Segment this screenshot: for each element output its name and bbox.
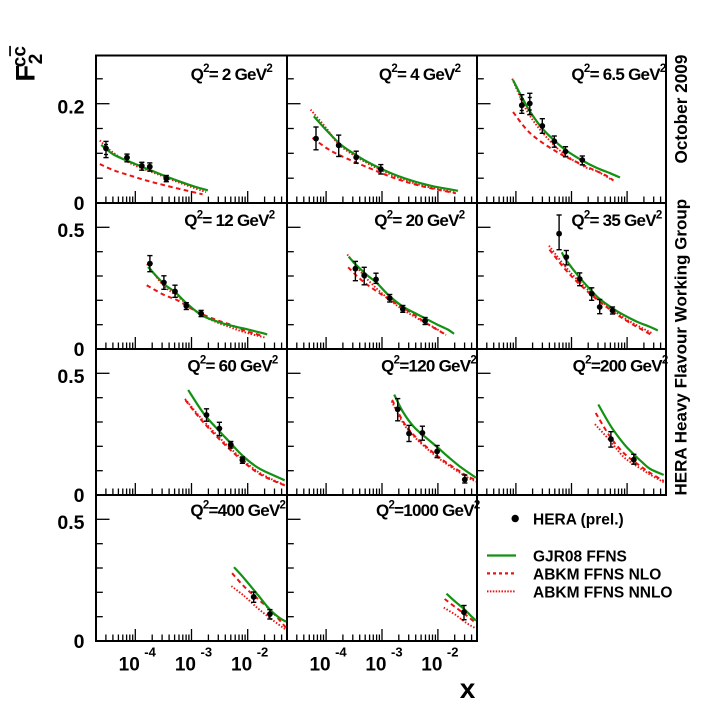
- svg-text:x: x: [460, 673, 476, 704]
- svg-text:Q2=200 GeV2: Q2=200 GeV2: [573, 355, 668, 376]
- svg-text:Q2= 2 GeV2: Q2= 2 GeV2: [191, 63, 273, 84]
- svg-text:Q2= 35 GeV2: Q2= 35 GeV2: [571, 209, 661, 230]
- svg-text:Q2= 12 GeV2: Q2= 12 GeV2: [184, 209, 274, 230]
- svg-text:HERA Heavy Flavour Working Gro: HERA Heavy Flavour Working Group: [672, 199, 691, 496]
- svg-text:-2: -2: [447, 644, 459, 659]
- svg-text:Q2=120 GeV2: Q2=120 GeV2: [381, 355, 476, 376]
- svg-text:10: 10: [119, 655, 140, 676]
- svg-text:10: 10: [175, 655, 196, 676]
- svg-text:ABKM FFNS NLO: ABKM FFNS NLO: [533, 567, 661, 584]
- svg-text:Q2=400 GeV2: Q2=400 GeV2: [190, 500, 285, 521]
- svg-text:GJR08 FFNS: GJR08 FFNS: [533, 549, 627, 566]
- svg-text:0: 0: [74, 485, 85, 507]
- svg-text:Q2= 20 GeV2: Q2= 20 GeV2: [374, 209, 464, 230]
- svg-text:-3: -3: [201, 644, 213, 659]
- svg-text:0: 0: [74, 339, 85, 361]
- svg-text:0: 0: [74, 193, 85, 215]
- svg-text:10: 10: [365, 655, 386, 676]
- svg-text:0.2: 0.2: [57, 96, 84, 118]
- svg-text:Q2= 4 GeV2: Q2= 4 GeV2: [379, 63, 461, 84]
- svg-text:October 2009: October 2009: [671, 55, 691, 164]
- svg-text:ABKM FFNS NNLO: ABKM FFNS NNLO: [533, 585, 673, 602]
- svg-text:Q2=1000 GeV2: Q2=1000 GeV2: [376, 500, 480, 521]
- svg-text:10: 10: [231, 655, 252, 676]
- svg-text:-4: -4: [144, 644, 156, 659]
- svg-text:10: 10: [309, 655, 330, 676]
- svg-text:-2: -2: [257, 644, 269, 659]
- svg-text:-3: -3: [391, 644, 403, 659]
- svg-text:0.5: 0.5: [57, 366, 84, 388]
- svg-text:0.5: 0.5: [57, 512, 84, 534]
- svg-text:HERA (prel.): HERA (prel.): [533, 512, 624, 529]
- svg-text:Q2= 60 GeV2: Q2= 60 GeV2: [187, 355, 277, 376]
- svg-text:Q2= 6.5 GeV2: Q2= 6.5 GeV2: [571, 63, 665, 84]
- svg-text:0.5: 0.5: [57, 220, 84, 242]
- svg-text:0: 0: [74, 631, 85, 653]
- svg-text:10: 10: [421, 655, 442, 676]
- svg-text:-4: -4: [335, 644, 347, 659]
